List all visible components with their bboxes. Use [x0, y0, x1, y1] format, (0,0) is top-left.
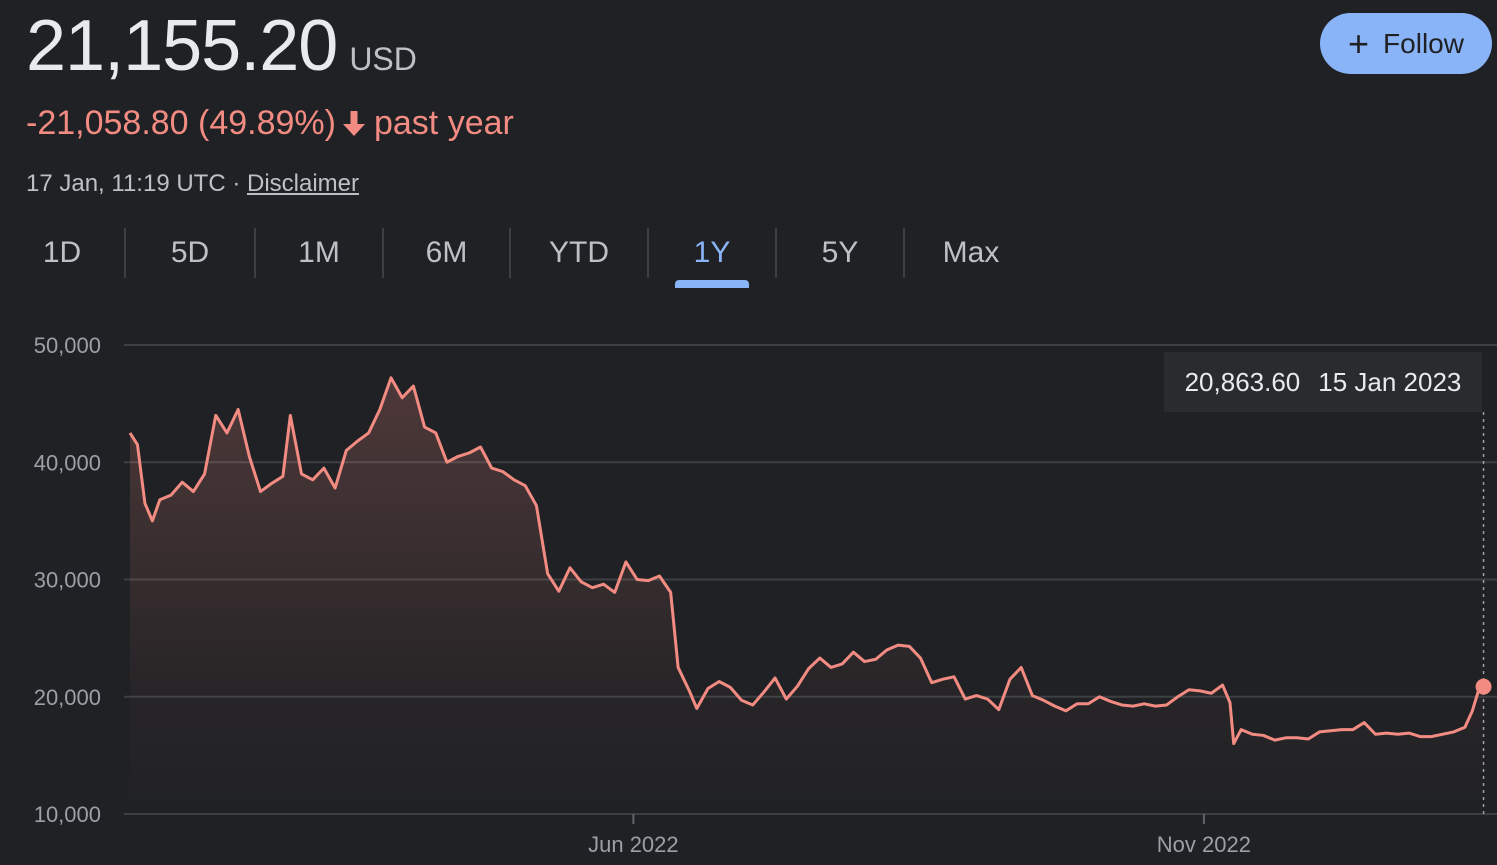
- currency-label: USD: [349, 41, 417, 77]
- hover-point: [1475, 678, 1492, 695]
- x-tick-label: Nov 2022: [1157, 832, 1251, 857]
- chart-tooltip: 20,863.60 15 Jan 2023: [1164, 352, 1482, 412]
- change-period: past year: [373, 104, 514, 142]
- price-change: -21,058.80 (49.89%) past year: [26, 106, 514, 140]
- tab-1m[interactable]: 1M: [298, 236, 340, 269]
- tab-max[interactable]: Max: [942, 236, 1000, 269]
- tab-divider: [254, 228, 256, 278]
- tab-6m[interactable]: 6M: [425, 236, 468, 269]
- y-tick-label: 40,000: [34, 450, 101, 475]
- disclaimer-link[interactable]: Disclaimer: [247, 170, 360, 197]
- tab-divider: [124, 228, 126, 278]
- tab-5d[interactable]: 5D: [170, 236, 210, 269]
- tab-1y[interactable]: 1Y: [649, 228, 775, 288]
- price-header: 21,155.20 USD: [26, 10, 417, 82]
- x-tick-label: Jun 2022: [588, 832, 679, 857]
- tooltip-value: 20,863.60: [1184, 366, 1301, 397]
- change-value: -21,058.80 (49.89%): [26, 104, 336, 142]
- y-tick-label: 10,000: [34, 802, 101, 827]
- tab-divider: [903, 228, 905, 278]
- y-tick-label: 50,000: [34, 333, 101, 358]
- follow-button-label: Follow: [1383, 27, 1464, 59]
- follow-button[interactable]: + Follow: [1320, 13, 1492, 74]
- current-price: 21,155.20: [26, 6, 338, 86]
- tab-1d[interactable]: 1D: [42, 236, 82, 269]
- y-tick-label: 30,000: [34, 568, 101, 593]
- quote-timestamp: 17 Jan, 11:19 UTC: [26, 170, 226, 197]
- tab-divider: [382, 228, 384, 278]
- tooltip-date: 15 Jan 2023: [1318, 366, 1462, 397]
- tab-ytd[interactable]: YTD: [549, 236, 609, 269]
- tab-divider: [647, 228, 649, 278]
- tab-divider: [509, 228, 511, 278]
- quote-meta: 17 Jan, 11:19 UTC · Disclaimer: [26, 170, 359, 198]
- y-tick-label: 20,000: [34, 685, 101, 710]
- meta-separator: ·: [225, 170, 247, 197]
- tab-5y[interactable]: 5Y: [821, 236, 859, 269]
- arrow-down-icon: [340, 108, 368, 138]
- plus-icon: +: [1348, 22, 1370, 64]
- price-area: [130, 377, 1484, 814]
- price-line: [128, 376, 1484, 746]
- tab-divider: [775, 228, 777, 278]
